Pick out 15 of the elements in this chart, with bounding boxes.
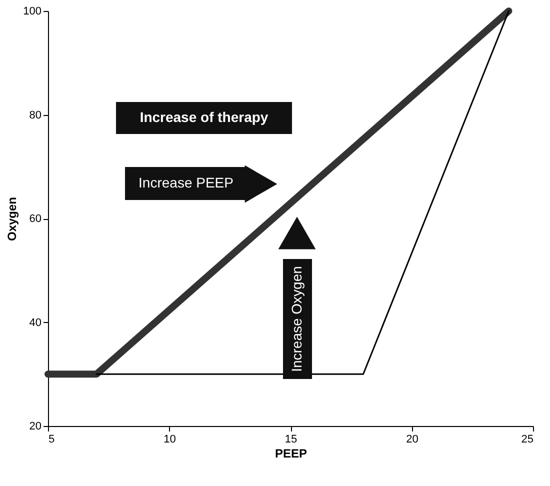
x-tick-label: 25	[521, 434, 534, 446]
x-tick-label: 15	[284, 434, 298, 446]
annotation: Increase of therapy	[140, 109, 268, 125]
annotation: Increase PEEP	[138, 174, 234, 190]
annotation: Increase Oxygen	[288, 266, 304, 372]
y-axis-title: Oxygen	[5, 196, 20, 242]
y-tick-label: 60	[29, 213, 42, 225]
x-axis-title: PEEP	[274, 446, 308, 460]
x-tick-label: 5	[48, 434, 55, 446]
y-tick-label: 80	[29, 109, 42, 122]
y-tick-label: 20	[29, 420, 42, 432]
y-tick-label: 40	[29, 316, 42, 329]
x-tick-label: 10	[164, 434, 176, 446]
y-tick-label: 100	[23, 6, 42, 18]
x-tick-label: 20	[406, 434, 418, 446]
